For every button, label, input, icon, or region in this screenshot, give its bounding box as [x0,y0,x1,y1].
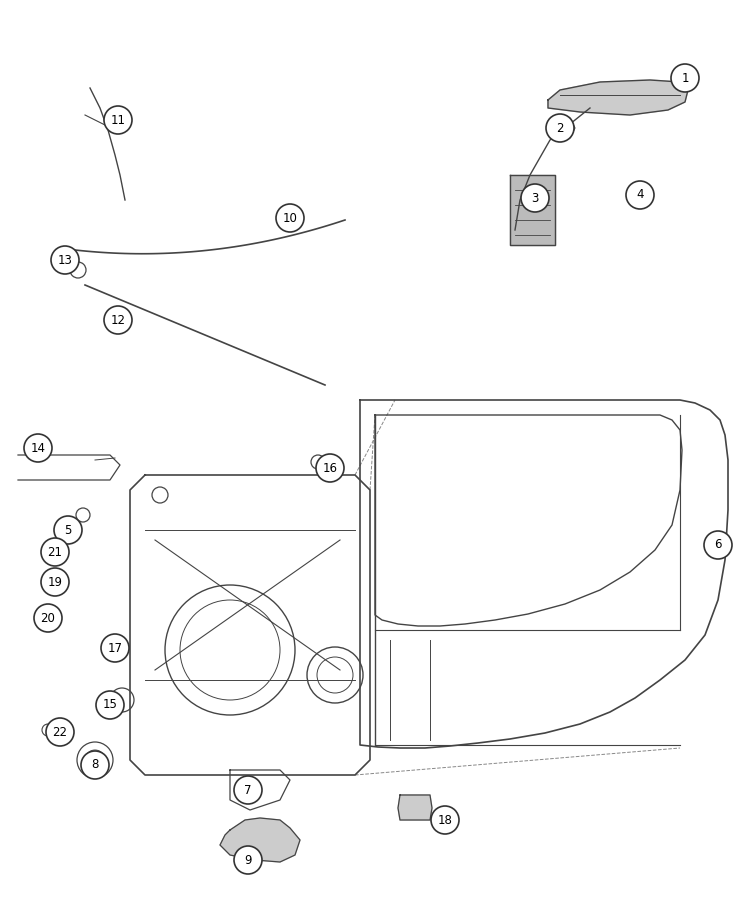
Text: 13: 13 [58,254,73,266]
Text: 6: 6 [714,538,722,552]
Circle shape [276,204,304,232]
Text: 7: 7 [245,784,252,796]
Circle shape [81,751,109,779]
Polygon shape [510,175,555,245]
Circle shape [24,434,52,462]
Circle shape [671,64,699,92]
Circle shape [546,114,574,142]
Polygon shape [548,80,688,115]
Text: 14: 14 [30,442,45,454]
Text: 1: 1 [681,71,688,85]
Text: 4: 4 [637,188,644,202]
Text: 15: 15 [102,698,117,712]
Circle shape [316,454,344,482]
Text: 18: 18 [438,814,453,826]
Circle shape [46,718,74,746]
Circle shape [41,568,69,596]
Circle shape [41,538,69,566]
Circle shape [54,516,82,544]
Text: 22: 22 [53,725,67,739]
Circle shape [234,846,262,874]
Text: 20: 20 [41,611,56,625]
Text: 21: 21 [47,545,62,559]
Circle shape [34,604,62,632]
Circle shape [101,634,129,662]
Polygon shape [398,795,432,820]
Text: 5: 5 [64,524,72,536]
Text: 19: 19 [47,575,62,589]
Circle shape [521,184,549,212]
Circle shape [626,181,654,209]
Circle shape [96,691,124,719]
Text: 11: 11 [110,113,125,127]
Polygon shape [220,818,300,862]
Text: 2: 2 [556,122,564,134]
Circle shape [104,106,132,134]
Text: 10: 10 [282,212,297,224]
Circle shape [51,246,79,274]
Text: 8: 8 [91,759,99,771]
Circle shape [431,806,459,834]
Bar [628,188,640,200]
Text: 3: 3 [531,192,539,204]
Circle shape [104,306,132,334]
Circle shape [704,531,732,559]
Text: 16: 16 [322,462,337,474]
Text: 17: 17 [107,642,122,654]
Text: 9: 9 [245,853,252,867]
Circle shape [234,776,262,804]
Text: 12: 12 [110,313,125,327]
